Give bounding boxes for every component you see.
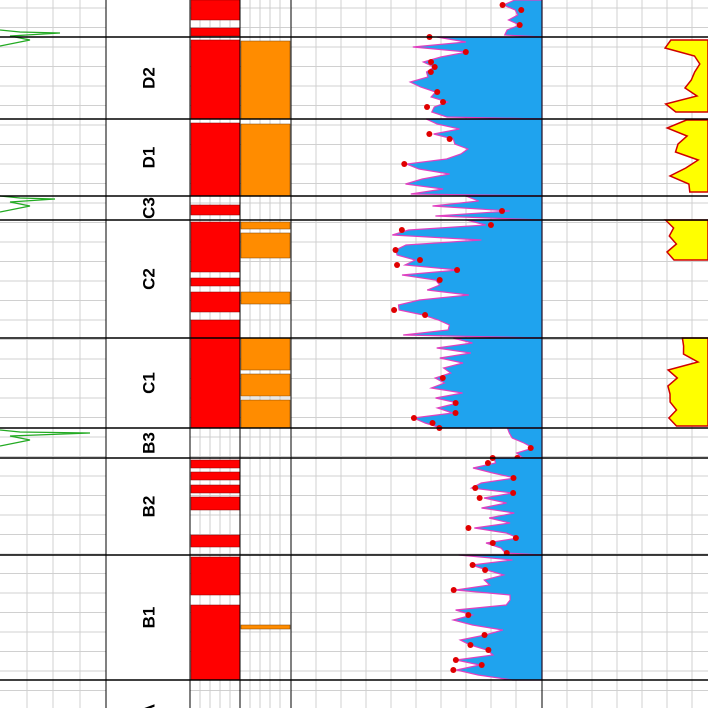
sample-point (462, 49, 469, 55)
lithology-block (190, 471, 241, 481)
sample-point (467, 642, 474, 648)
facies-block (240, 123, 291, 197)
sample-point (484, 460, 491, 466)
sample-point (472, 485, 479, 491)
sample-point (512, 535, 519, 541)
sample-point (424, 104, 431, 110)
facies-block (240, 624, 291, 630)
zone-label: A (139, 704, 158, 708)
sample-point (518, 7, 525, 13)
sample-point (527, 445, 534, 451)
sample-point (398, 227, 405, 233)
lithology-block (190, 459, 241, 469)
sample-point (427, 69, 434, 75)
curve-fill (392, 219, 543, 339)
sample-point (516, 22, 523, 28)
sample-point (446, 136, 453, 142)
sample-point (465, 612, 472, 618)
curve-fill (666, 337, 708, 427)
curve-fill (450, 554, 543, 681)
facies-block (240, 221, 291, 230)
sample-point (476, 495, 483, 501)
curve-fill (663, 219, 708, 261)
sample-point (452, 400, 459, 406)
lithology-block (190, 27, 241, 37)
lithology-block (190, 534, 241, 548)
sample-point (392, 247, 399, 253)
lithology-block (190, 277, 241, 287)
sample-point (489, 540, 496, 546)
sample-point (482, 567, 489, 573)
zone-label: B1 (139, 607, 158, 629)
sample-point (439, 375, 446, 381)
lithology-block (190, 496, 241, 511)
sample-point (429, 420, 436, 426)
sample-point (440, 99, 447, 105)
sample-point (431, 64, 438, 70)
facies-block (240, 40, 291, 120)
lithology-block (190, 122, 241, 197)
lithology-block (190, 39, 241, 120)
sample-point (485, 647, 492, 653)
lithology-block (190, 221, 241, 273)
zone-label: C3 (139, 197, 158, 219)
sample-point (450, 667, 457, 673)
zone-label: C1 (139, 372, 158, 394)
sample-point (436, 277, 443, 283)
lithology-block (190, 604, 241, 681)
facies-block (240, 337, 291, 371)
gamma-curve (0, 195, 56, 213)
sample-point (450, 587, 457, 593)
lithology-block (190, 291, 241, 313)
lithology-block (190, 556, 241, 596)
sample-point (510, 490, 517, 496)
zones: D2 D1 C3 C2 C1 B3 B2 B1 A (0, 36, 708, 708)
zone-label: D1 (139, 147, 158, 169)
sample-point (510, 475, 517, 481)
sample-point (410, 415, 417, 421)
zone-label: D2 (139, 67, 158, 89)
sample-point (465, 525, 472, 531)
zone-label: C2 (139, 268, 158, 290)
sample-point (452, 657, 459, 663)
sample-point (394, 262, 401, 268)
facies-block (240, 373, 291, 397)
facies-block (240, 232, 291, 259)
sample-point (469, 562, 476, 568)
lithology-block (190, 319, 241, 429)
sample-point (481, 632, 488, 638)
sample-point (487, 222, 494, 228)
lithology-block (190, 484, 241, 494)
sample-point (428, 59, 435, 65)
curve-fill (411, 337, 543, 429)
sample-point (499, 2, 506, 8)
curve-fill (404, 118, 543, 197)
lithology-block (190, 0, 241, 21)
sample-point (499, 208, 506, 214)
sample-point (391, 307, 398, 313)
facies-block (240, 291, 291, 305)
gamma-curve (0, 29, 61, 47)
gamma-curve (0, 429, 91, 447)
zone-label: B3 (139, 432, 158, 454)
facies-block (240, 399, 291, 429)
sample-point (434, 89, 441, 95)
curve-fill (408, 36, 543, 120)
sample-point (426, 131, 433, 137)
lithology-block (190, 204, 241, 216)
sample-point (454, 267, 461, 273)
zone-label: B2 (139, 496, 158, 518)
sample-point (422, 312, 429, 318)
curve-fill (502, 0, 543, 38)
sample-point (416, 257, 423, 263)
sample-point (452, 410, 459, 416)
curve-fill (663, 39, 708, 113)
sample-point (401, 161, 408, 167)
sample-point (478, 662, 485, 668)
curve-fill (665, 119, 708, 193)
